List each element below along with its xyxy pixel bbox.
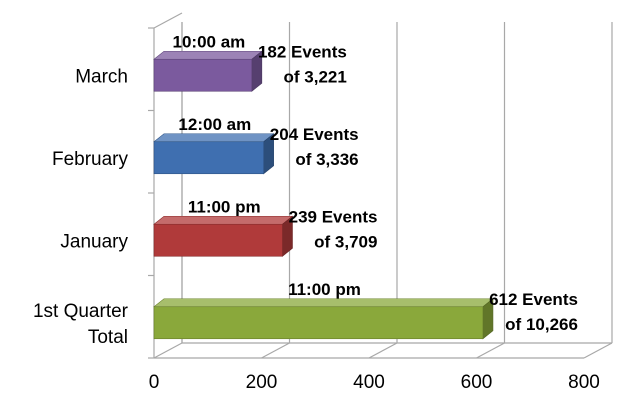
x-tick-labels: 0 200 400 600 800	[149, 372, 600, 393]
bar-front	[153, 58, 253, 92]
chart-floor	[148, 12, 613, 359]
events-label: 612 Events of 10,266	[489, 290, 578, 334]
category-label: February	[52, 149, 129, 170]
data-labels: 11:00 pm 612 Events of 10,266 11:00 pm 239 E…	[173, 32, 578, 334]
bars	[153, 50, 494, 340]
events-label: 182 Events of 3,221	[258, 42, 347, 86]
bar	[153, 133, 275, 175]
x-tick-label: 800	[568, 372, 600, 393]
bar-top	[153, 50, 263, 60]
bar-top	[153, 215, 294, 225]
bar	[153, 50, 263, 92]
bar-front	[153, 223, 283, 257]
bar-top	[153, 298, 494, 308]
time-label: 10:00 am	[173, 32, 246, 51]
floor-gridline	[261, 342, 290, 359]
bar-front	[153, 141, 264, 175]
events-label: 239 Events of 3,709	[289, 207, 378, 251]
floor-gridline	[153, 342, 183, 359]
time-label: 11:00 pm	[188, 197, 261, 216]
bar-top	[153, 133, 275, 143]
x-tick-label: 200	[246, 372, 278, 393]
bar	[153, 298, 494, 340]
category-labels: 1st Quarter Total January February March	[33, 66, 129, 348]
time-label: 12:00 am	[178, 115, 251, 134]
x-tick-label: 0	[149, 372, 160, 393]
x-tick-label: 600	[461, 372, 493, 393]
time-label: 11:00 pm	[288, 280, 361, 299]
bar-front	[153, 306, 484, 340]
floor-gridline	[583, 342, 613, 359]
x-tick-label: 400	[353, 372, 385, 393]
floor-gridline	[368, 342, 398, 359]
floor-gridline	[476, 342, 505, 359]
category-label: March	[75, 66, 128, 87]
events-label: 204 Events of 3,336	[270, 125, 359, 169]
axis-top-edge	[153, 12, 183, 29]
bar	[153, 215, 294, 257]
category-label: January	[60, 231, 128, 252]
category-label: 1st Quarter Total	[33, 301, 129, 348]
